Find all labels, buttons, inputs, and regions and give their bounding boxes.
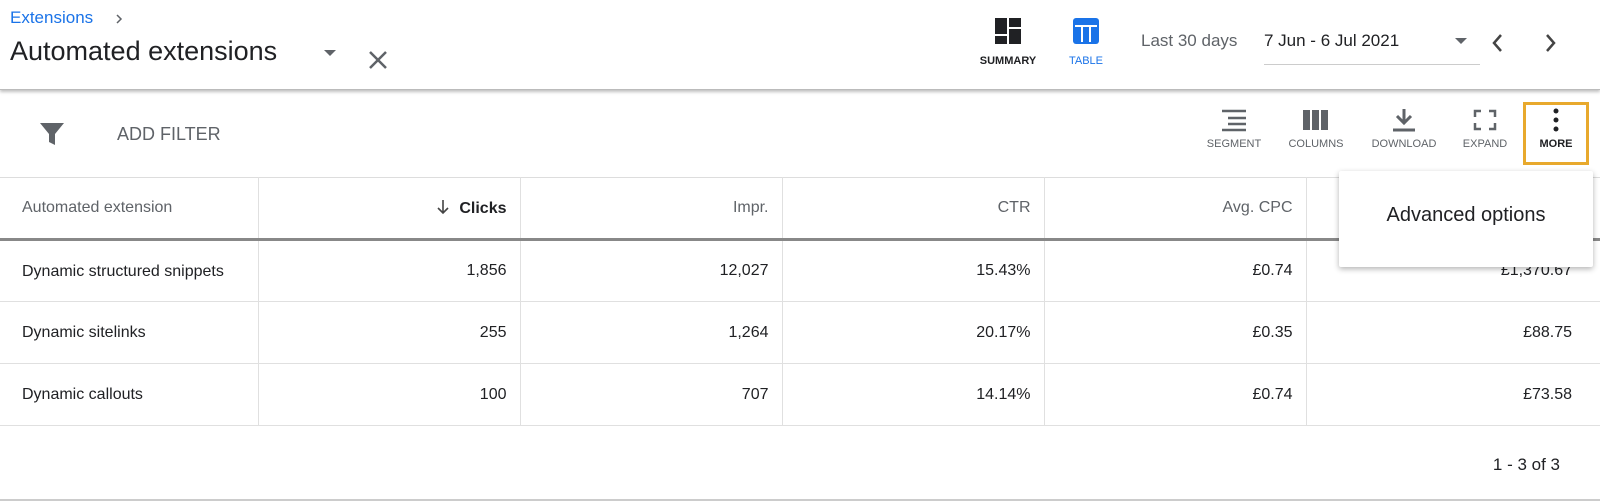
cell-text: £0.35	[1252, 323, 1293, 341]
close-button[interactable]	[366, 48, 390, 72]
table-row: Dynamic callouts 100 707 14.14% £0.74 £73.58	[0, 363, 1600, 426]
table-cell: 14.14%	[782, 363, 1045, 426]
tool-label: MORE	[1539, 138, 1573, 150]
table-view[interactable]: TABLE	[1053, 17, 1119, 67]
tool-label: COLUMNS	[1288, 138, 1344, 150]
cell-text: 15.43%	[976, 262, 1031, 279]
tool-label: EXPAND	[1462, 138, 1508, 150]
table-row: Dynamic structured snippets 1,856 12,027 15…	[0, 239, 1600, 302]
cell-text: 255	[479, 323, 507, 341]
more-menu: Advanced options	[1339, 171, 1593, 267]
column-header[interactable]: Avg. CPC	[1044, 177, 1307, 241]
expand-button[interactable]: EXPAND	[1450, 108, 1520, 150]
menu-item[interactable]: Advanced options	[1386, 204, 1546, 226]
cell-text: £73.58	[1523, 385, 1572, 403]
cell-text: 1,856	[466, 262, 507, 279]
data-table: Automated extension Clicks Impr. CTR Avg. CP…	[0, 177, 1600, 426]
summary-view[interactable]: SUMMARY	[975, 17, 1041, 67]
table-cell: 255	[258, 301, 521, 364]
columns-button[interactable]: COLUMNS	[1281, 108, 1351, 150]
cell-text: 1,264	[728, 323, 769, 341]
table-cell: Dynamic callouts	[0, 363, 259, 426]
column-header[interactable]: Automated extension	[0, 177, 259, 241]
table-cell: 1,856	[258, 239, 521, 302]
view-label: SUMMARY	[979, 55, 1037, 67]
table-cell: £0.74	[1044, 239, 1307, 302]
table-cell: Dynamic sitelinks	[0, 301, 259, 364]
column-header-text: Avg. CPC	[1222, 199, 1293, 216]
breadcrumb-chevron	[116, 14, 123, 24]
column-header-text: Impr.	[732, 199, 769, 216]
date-dropdown[interactable]	[1453, 36, 1469, 46]
header: Extensions Automated extensions SUMMARY …	[0, 0, 1600, 90]
table-cell: £0.35	[1044, 301, 1307, 364]
page-title: Automated extensions	[10, 36, 278, 66]
cell-text: Dynamic structured snippets	[22, 262, 224, 280]
table-cell: £88.75	[1306, 301, 1600, 364]
more-button[interactable]: MORE	[1521, 108, 1591, 150]
table-cell: £0.74	[1044, 363, 1307, 426]
table-cell: Dynamic structured snippets	[0, 239, 259, 302]
view-label: TABLE	[1068, 55, 1104, 67]
cell-text: 100	[479, 385, 507, 403]
next-period[interactable]	[1540, 32, 1560, 54]
cell-text: Dynamic callouts	[22, 386, 143, 403]
breadcrumb[interactable]: Extensions	[10, 8, 94, 27]
cell-text: £0.74	[1252, 385, 1293, 403]
tool-label: SEGMENT	[1206, 138, 1262, 150]
table-cell: 100	[258, 363, 521, 426]
tool-label: DOWNLOAD	[1371, 138, 1437, 150]
title-dropdown[interactable]	[322, 48, 338, 58]
cell-text: Dynamic sitelinks	[22, 324, 146, 341]
segment-button[interactable]: SEGMENT	[1199, 108, 1269, 150]
table-row: Dynamic sitelinks 255 1,264 20.17% £0.35 £88.…	[0, 301, 1600, 364]
table-cell: 1,264	[520, 301, 783, 364]
cell-text: £88.75	[1523, 323, 1572, 341]
date-range[interactable]: 7 Jun - 6 Jul 2021	[1264, 31, 1480, 65]
pagination: 1 - 3 of 3	[1492, 455, 1560, 474]
cell-text: £0.74	[1252, 262, 1293, 279]
column-header-text: Clicks	[459, 199, 507, 217]
column-header[interactable]: Clicks	[258, 177, 521, 241]
column-header-text: CTR	[997, 199, 1031, 216]
filter-icon[interactable]	[38, 120, 66, 148]
prev-period[interactable]	[1488, 32, 1508, 54]
column-header[interactable]: CTR	[782, 177, 1045, 241]
cell-text: 20.17%	[976, 323, 1031, 341]
table-cell: £73.58	[1306, 363, 1600, 426]
table-body: Dynamic structured snippets 1,856 12,027 15…	[0, 239, 1600, 426]
sort-arrow	[437, 199, 449, 214]
footer-border	[0, 499, 1600, 501]
table-cell: 15.43%	[782, 239, 1045, 302]
more-highlight	[1523, 102, 1589, 165]
cell-text: 707	[741, 385, 769, 403]
cell-text: 14.14%	[976, 385, 1031, 403]
cell-text: 12,027	[719, 262, 769, 279]
column-header[interactable]: Impr.	[520, 177, 783, 241]
date-label: Last 30 days	[1141, 31, 1238, 50]
table-cell: 707	[520, 363, 783, 426]
column-header-text: Automated extension	[22, 199, 173, 216]
table-cell: 12,027	[520, 239, 783, 302]
download-button[interactable]: DOWNLOAD	[1369, 108, 1439, 150]
table-cell: 20.17%	[782, 301, 1045, 364]
add-filter[interactable]: ADD FILTER	[117, 124, 221, 144]
